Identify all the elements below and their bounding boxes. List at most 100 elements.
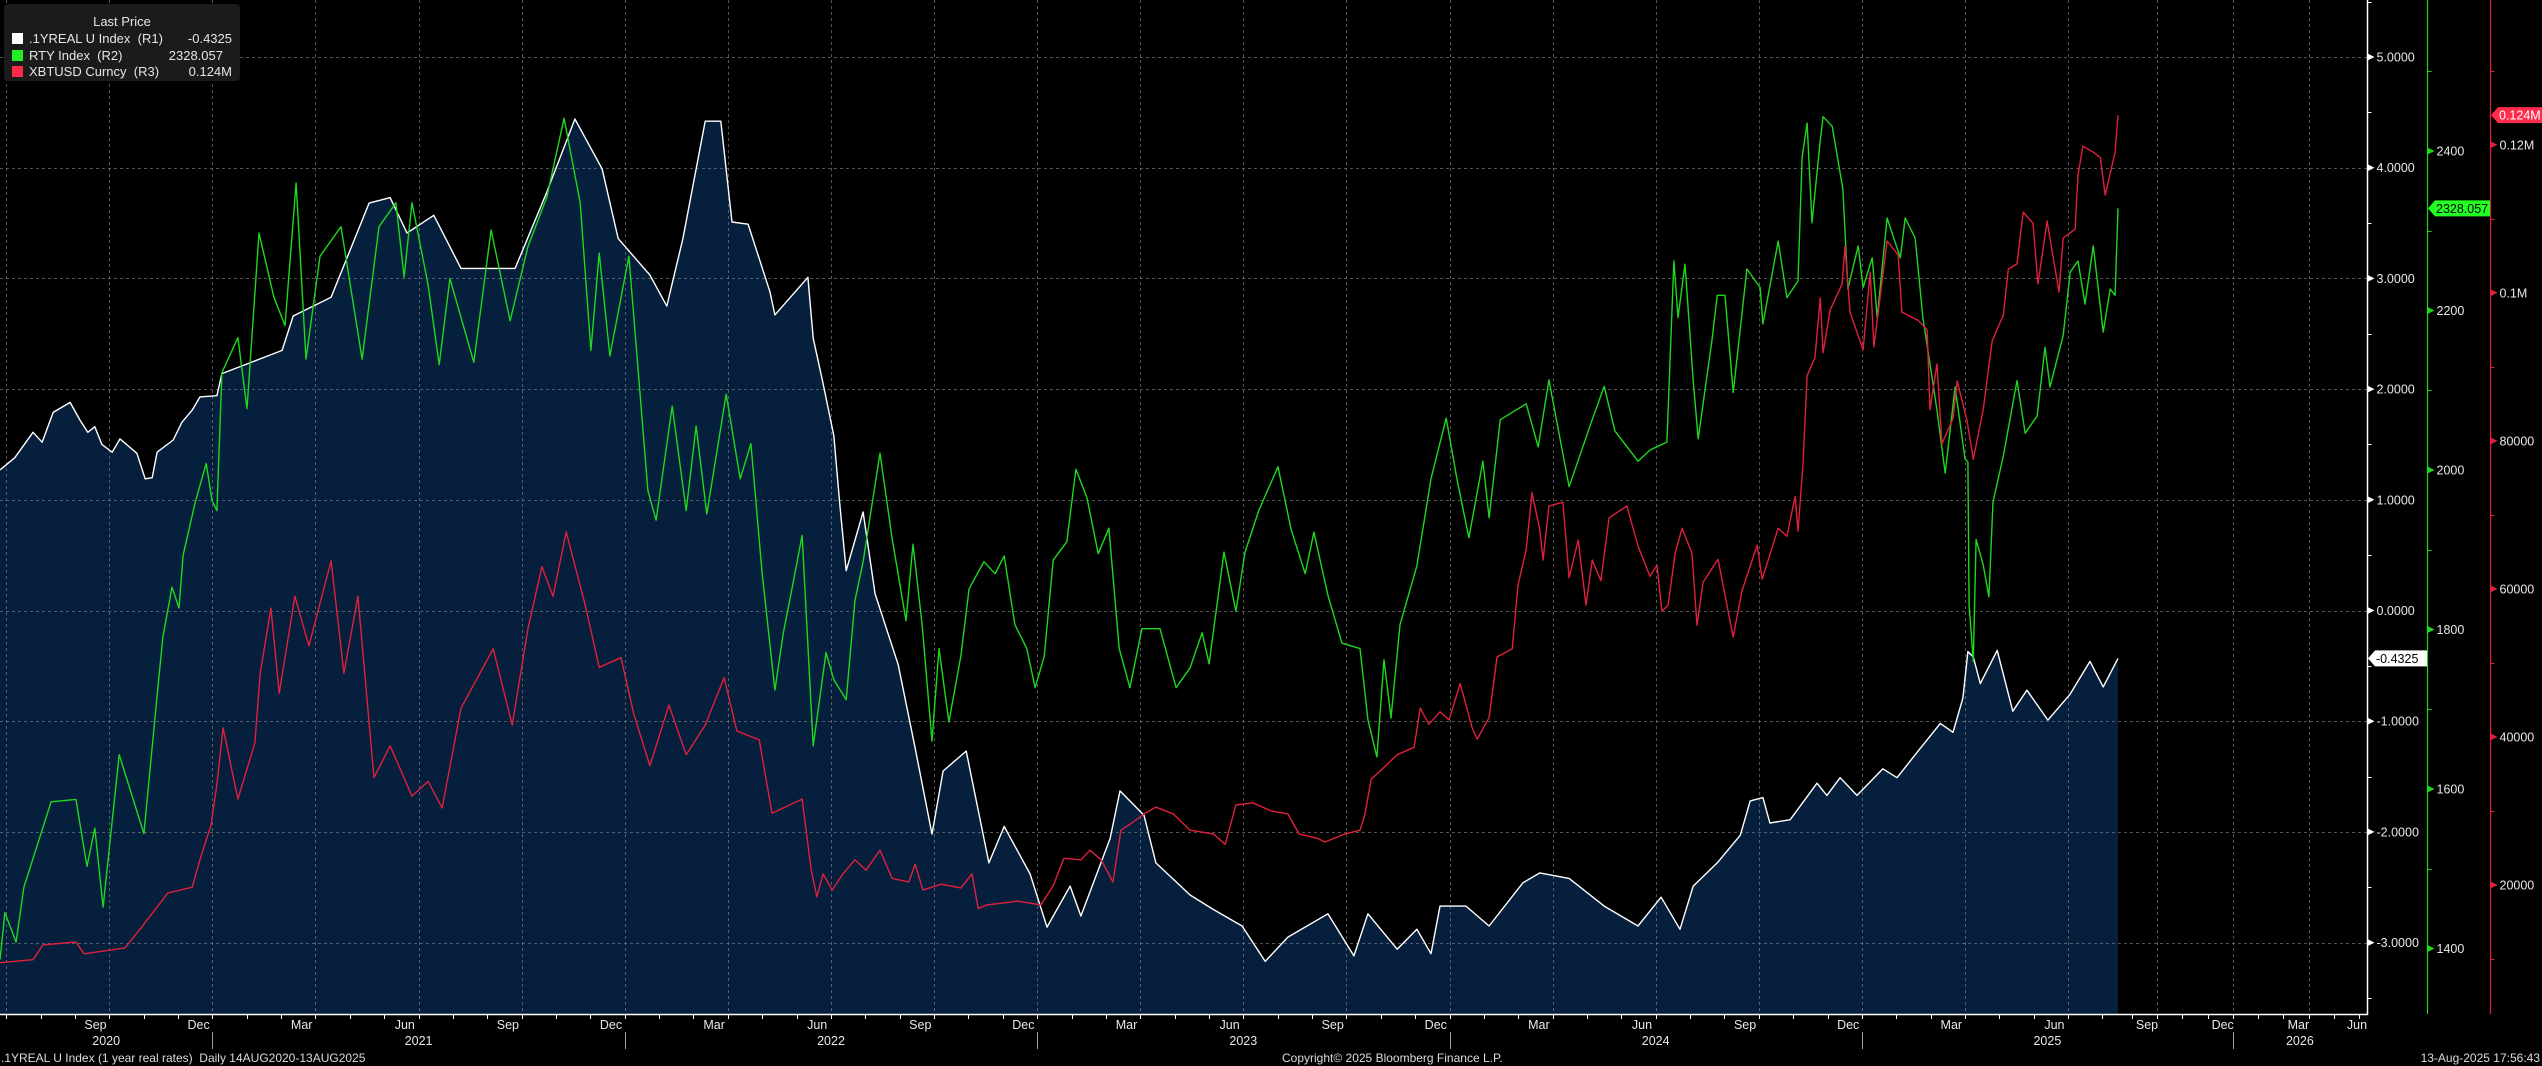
badge-value: 0.124M	[2499, 109, 2541, 123]
legend-item-label: XBTUSD Curncy (R3)	[29, 64, 160, 79]
r3-last-value-badge: 0.124M	[2491, 107, 2542, 124]
r2-tick-label: 2200	[2437, 304, 2465, 318]
x-axis-month-label: Dec	[2212, 1018, 2234, 1032]
r1-tick-label: -2.0000	[2377, 825, 2419, 839]
legend-item-value: 2328.057	[168, 48, 223, 63]
footer-security-description: .1YREAL U Index (1 year real rates) Dail…	[1, 1051, 366, 1065]
r1-tick-marker-icon	[2367, 607, 2375, 615]
legend-item-1yreal[interactable]: .1YREAL U Index (R1) -0.4325	[4, 31, 240, 47]
r2-tick-label: 1600	[2437, 783, 2465, 797]
r1-tick-label: -1.0000	[2377, 715, 2419, 729]
x-axis-month-label: Sep	[1734, 1018, 1756, 1032]
x-axis-year-label: 2024	[1642, 1034, 1670, 1048]
r2-last-value-badge: 2328.057	[2428, 200, 2490, 217]
r2-tick-marker-icon	[2427, 466, 2435, 474]
r1-tick-marker-icon	[2367, 828, 2375, 836]
x-axis-year-label: 2021	[405, 1034, 433, 1048]
badge-shape	[2368, 650, 2427, 667]
r1-tick-marker-icon	[2367, 496, 2375, 504]
area-fill-layer	[0, 119, 2118, 1014]
legend-item-rty[interactable]: RTY Index (R2) 2328.057	[4, 48, 240, 64]
r2-tick-label: 1800	[2437, 623, 2465, 637]
r3-tick-label: 40000	[2500, 730, 2535, 744]
footer-copyright: Copyright© 2025 Bloomberg Finance L.P.	[1282, 1051, 1503, 1065]
x-axis-month-label: Jun	[1220, 1018, 1240, 1032]
series-line-r2	[0, 115, 2119, 960]
r1-tick-marker-icon	[2367, 939, 2375, 947]
r1-tick-label: 2.0000	[2377, 383, 2415, 397]
legend-item-value: 0.124M	[188, 64, 232, 79]
r2-tick-marker-icon	[2427, 626, 2435, 634]
r3-tick-marker-icon	[2490, 585, 2498, 593]
x-axis-month-label: Jun	[395, 1018, 415, 1032]
r1-tick-marker-icon	[2367, 53, 2375, 61]
x-axis-month-label: Mar	[703, 1018, 725, 1032]
r3-tick-marker-icon	[2490, 437, 2498, 445]
x-axis-month-label: Mar	[1528, 1018, 1550, 1032]
r1-tick-label: 1.0000	[2377, 493, 2415, 507]
legend-swatch-green-icon	[12, 50, 23, 61]
r2-tick-label: 1400	[2437, 942, 2465, 956]
r3-tick-label: 0.12M	[2500, 138, 2535, 152]
r1-last-value-badge: -0.4325	[2368, 650, 2427, 667]
legend-title: Last Price	[93, 14, 151, 29]
x-axis-month-label: Mar	[1941, 1018, 1963, 1032]
x-axis-month-label: Sep	[909, 1018, 931, 1032]
x-axis-year-label: 2026	[2286, 1034, 2314, 1048]
r3-tick-label: 60000	[2500, 582, 2535, 596]
x-axis-month-label: Dec	[1425, 1018, 1447, 1032]
r3-tick-label: 20000	[2500, 879, 2535, 893]
r2-tick-label: 2400	[2437, 145, 2465, 159]
badge-shape	[2491, 107, 2542, 124]
series-line-r1	[0, 118, 2119, 963]
legend-item-label: .1YREAL U Index (R1)	[29, 31, 163, 46]
x-axis-month-label: Mar	[2288, 1018, 2310, 1032]
x-axis-month-label: Sep	[2136, 1018, 2158, 1032]
x-axis-month-label: Jun	[807, 1018, 827, 1032]
r1-tick-label: -3.0000	[2377, 936, 2419, 950]
r2-tick-marker-icon	[2427, 785, 2435, 793]
x-axis-month-label: Jun	[1632, 1018, 1652, 1032]
x-axis-year-label: 2022	[817, 1034, 845, 1048]
x-axis-month-label: Dec	[187, 1018, 209, 1032]
r3-tick-label: 0.1M	[2500, 286, 2528, 300]
legend-swatch-white-icon	[12, 33, 23, 44]
r1-tick-marker-icon	[2367, 717, 2375, 725]
r1-tick-label: 4.0000	[2377, 161, 2415, 175]
r1-tick-marker-icon	[2367, 274, 2375, 282]
r3-tick-marker-icon	[2490, 881, 2498, 889]
badge-shape	[2428, 200, 2490, 217]
legend-item-value: -0.4325	[187, 31, 232, 46]
legend: Last Price .1YREAL U Index (R1) -0.4325 …	[4, 4, 240, 81]
r1-tick-label: 5.0000	[2377, 51, 2415, 65]
r3-tick-marker-icon	[2490, 733, 2498, 741]
r3-tick-marker-icon	[2490, 141, 2498, 149]
series-layer	[0, 115, 2119, 964]
badge-value: 2328.057	[2436, 202, 2488, 216]
x-axis-year-label: 2023	[1229, 1034, 1257, 1048]
x-axis-month-label: Sep	[497, 1018, 519, 1032]
x-axis-month-label: Dec	[600, 1018, 622, 1032]
x-axis-month-label: Sep	[1322, 1018, 1344, 1032]
legend-item-xbtusd[interactable]: XBTUSD Curncy (R3) 0.124M	[4, 64, 240, 80]
x-axis-year-label: 2025	[2033, 1034, 2061, 1048]
legend-swatch-red-icon	[12, 66, 23, 77]
legend-item-label: RTY Index (R2)	[29, 48, 123, 63]
area-fill	[0, 119, 2118, 1014]
r1-tick-marker-icon	[2367, 164, 2375, 172]
x-axis-month-label: Dec	[1012, 1018, 1034, 1032]
r1-tick-marker-icon	[2367, 385, 2375, 393]
x-axis-month-label: Sep	[84, 1018, 106, 1032]
r1-tick-label: 0.0000	[2377, 604, 2415, 618]
x-axis-month-label: Dec	[1837, 1018, 1859, 1032]
series-line-r3	[0, 115, 2119, 964]
footer-timestamp: 13-Aug-2025 17:56:43	[2420, 1051, 2540, 1065]
r2-tick-label: 2000	[2437, 464, 2465, 478]
r3-tick-label: 80000	[2500, 434, 2535, 448]
badge-value: -0.4325	[2376, 652, 2418, 666]
x-axis-month-label: Mar	[291, 1018, 313, 1032]
r2-tick-marker-icon	[2427, 945, 2435, 953]
